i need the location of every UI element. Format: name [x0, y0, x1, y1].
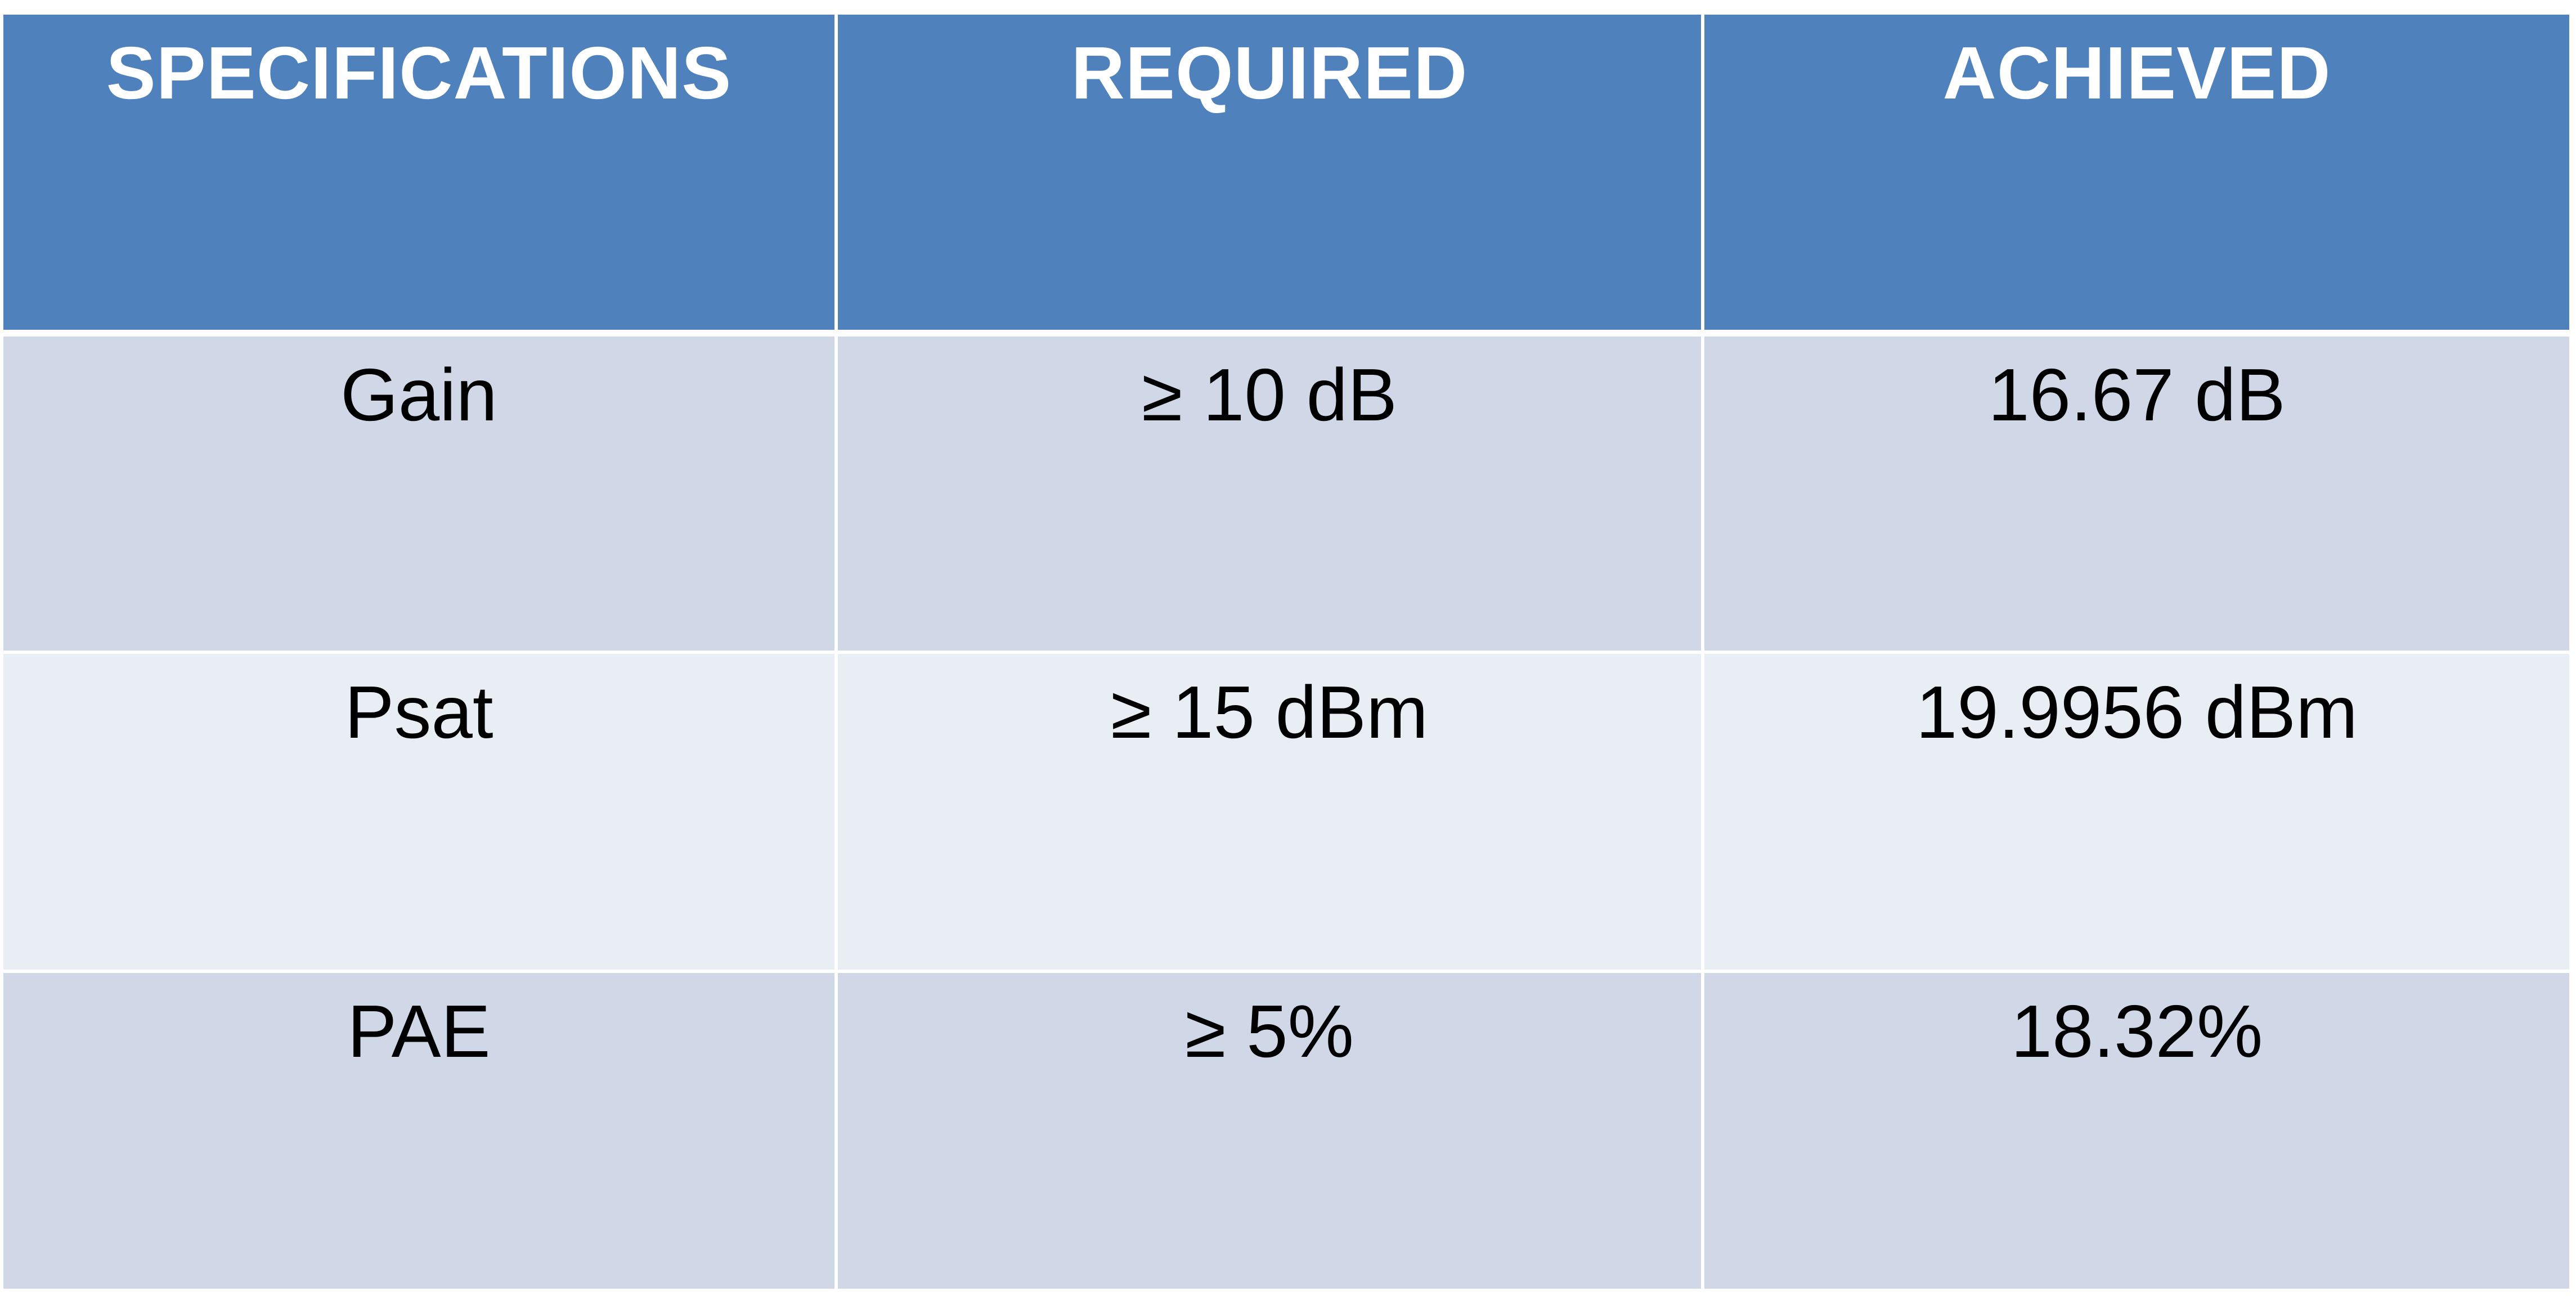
required-value-cell: ≥ 15 dBm	[836, 652, 1704, 973]
table-row: Psat ≥ 15 dBm 19.9956 dBm	[3, 652, 2569, 973]
table-body: Gain ≥ 10 dB 16.67 dB Psat ≥ 15 dBm 19.9…	[3, 333, 2569, 1292]
spec-name-cell: PAE	[3, 971, 838, 1292]
table-header: SPECIFICATIONS REQUIRED ACHIEVED	[3, 15, 2569, 337]
header-specifications: SPECIFICATIONS	[3, 15, 838, 337]
header-row: SPECIFICATIONS REQUIRED ACHIEVED	[3, 15, 2569, 337]
table-row: Gain ≥ 10 dB 16.67 dB	[3, 333, 2569, 654]
required-value-cell: ≥ 10 dB	[836, 333, 1704, 654]
spec-name-cell: Gain	[3, 333, 838, 654]
header-achieved: ACHIEVED	[1703, 15, 2569, 337]
specifications-table: SPECIFICATIONS REQUIRED ACHIEVED Gain ≥ …	[3, 15, 2569, 1292]
spec-name-cell: Psat	[3, 652, 838, 973]
required-value-cell: ≥ 5%	[836, 971, 1704, 1292]
achieved-value-cell: 16.67 dB	[1703, 333, 2569, 654]
achieved-value-cell: 18.32%	[1703, 971, 2569, 1292]
achieved-value-cell: 19.9956 dBm	[1703, 652, 2569, 973]
header-required: REQUIRED	[836, 15, 1704, 337]
table-row: PAE ≥ 5% 18.32%	[3, 971, 2569, 1292]
